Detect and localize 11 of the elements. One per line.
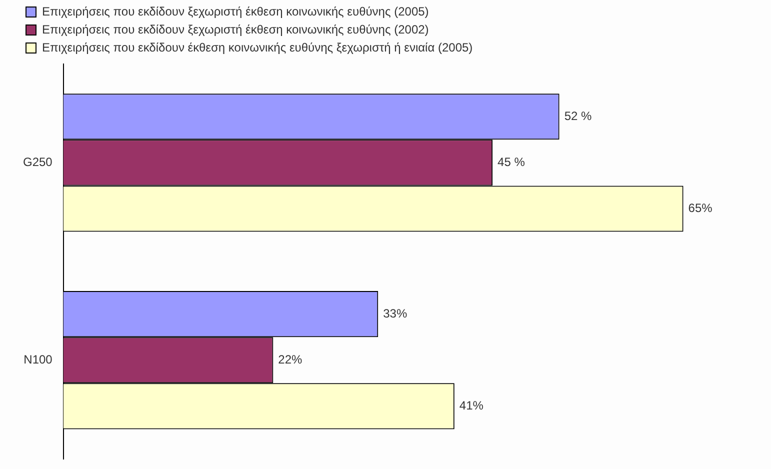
y-tick-label: G250	[22, 155, 53, 170]
data-label: 33%	[383, 306, 408, 320]
legend-label: Επιχειρήσεις που εκδίδουν ξεχωριστή έκθεση κοινωνικής ευθύνης (2005)	[42, 4, 429, 18]
data-label: 41%	[459, 398, 484, 412]
legend-label: Επιχειρήσεις που εκδίδουν ξεχωριστή έκθεση κοινωνικής ευθύνης (2002)	[42, 22, 429, 36]
data-label: 52 %	[564, 108, 592, 123]
y-tick-label: N100	[24, 352, 53, 366]
legend-label: Επιχειρήσεις που εκδίδουν έκθεση κοινωνικής ευθύνης ξεχωριστή ή ενιαία (2005)	[42, 40, 473, 54]
data-label: 65%	[688, 201, 713, 216]
data-label: 45 %	[498, 155, 526, 170]
data-label: 22%	[278, 352, 303, 366]
